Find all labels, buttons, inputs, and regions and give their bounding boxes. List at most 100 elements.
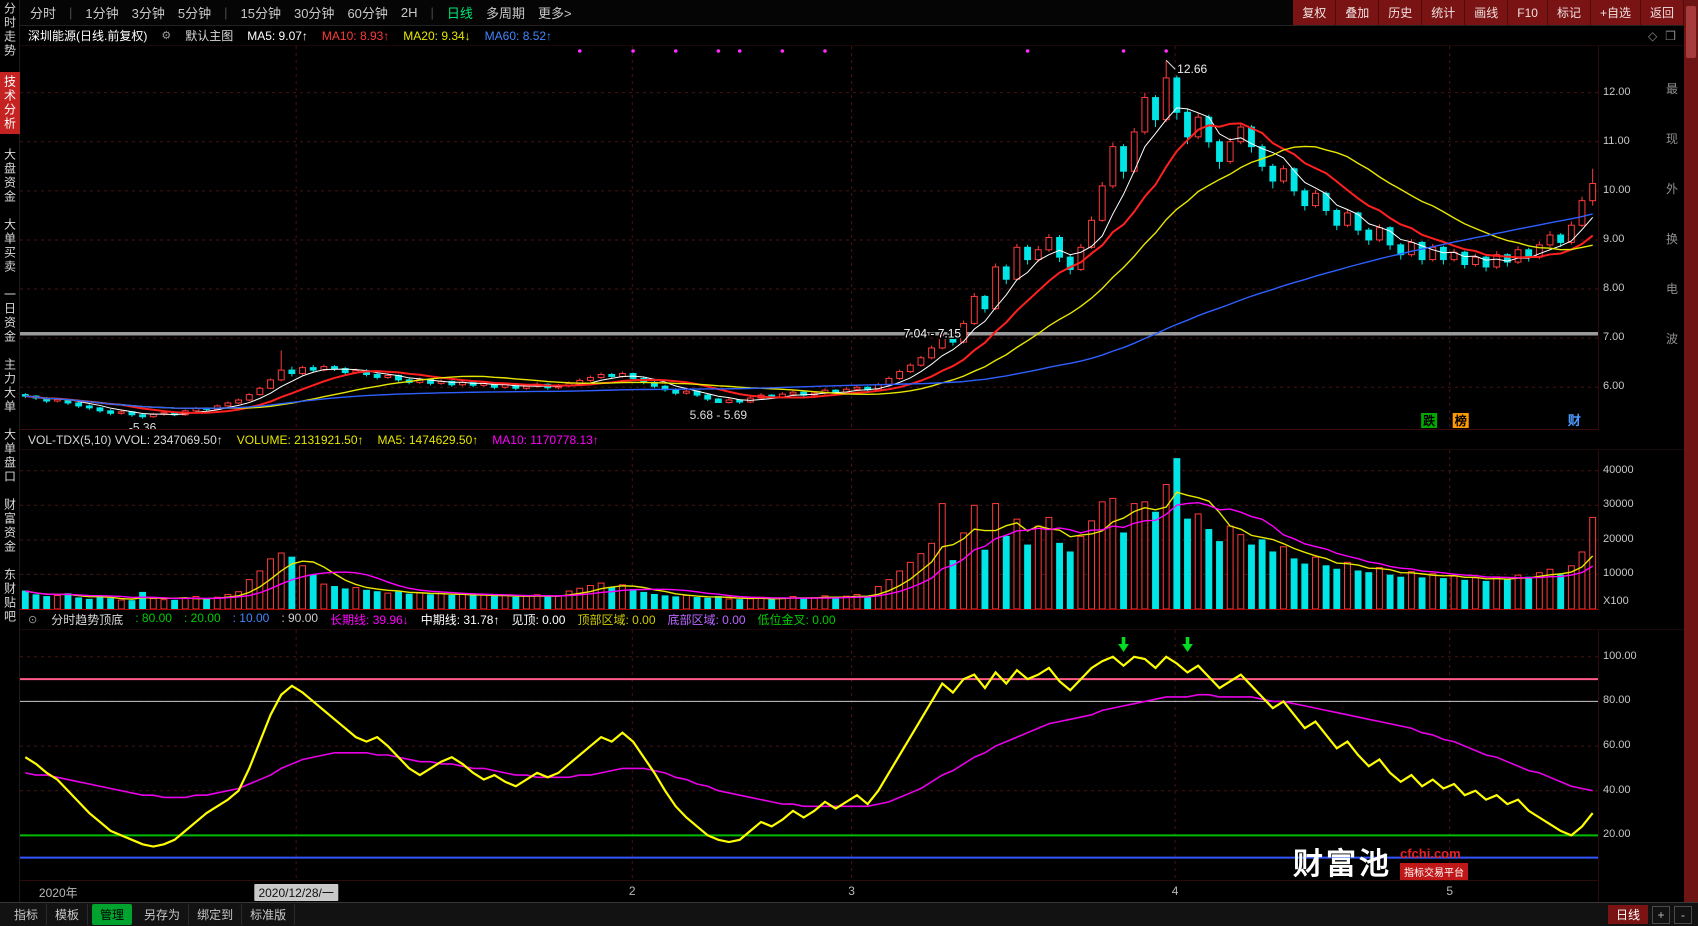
topbar-button-复权[interactable]: 复权 [1293, 0, 1337, 25]
right-strip-char[interactable]: 波 [1666, 332, 1679, 346]
bottom-right-controls: 日线 + - [1607, 905, 1692, 924]
time-label-2020/12/28/一: 2020/12/28/一 [254, 884, 338, 901]
oscillator-line-长期线 [25, 693, 1593, 808]
period-tab-2H[interactable]: 2H [400, 5, 418, 20]
sidebar-item-东财贴吧[interactable]: 东财贴吧 [2, 568, 17, 624]
svg-text:7.04 - 7.15: 7.04 - 7.15 [904, 327, 962, 341]
time-axis: 2020年 2020/12/28/一 2 3 4 5 [20, 880, 1598, 902]
topbar-button-标记[interactable]: 标记 [1547, 0, 1591, 25]
sidebar-item-大单盘口[interactable]: 大单盘口 [2, 428, 17, 484]
indicator-header-value: 中期线: 31.78↑ [420, 613, 500, 627]
period-tab-日线[interactable]: 日线 [446, 6, 473, 21]
volume-tick-label: 40000 [1603, 463, 1634, 476]
indicator-header-value: 分时趋势顶底 [51, 613, 124, 627]
zoom-out-button[interactable]: - [1674, 905, 1692, 924]
badge-跌[interactable] [1421, 413, 1438, 428]
toolbar-item-另存为[interactable]: 另存为 [136, 904, 190, 925]
toolbar-item-指标[interactable]: 指标 [6, 904, 48, 925]
price-tick-label: 6.00 [1603, 380, 1625, 393]
volume-unit-label: X100 [1603, 595, 1629, 607]
time-label-5: 5 [1446, 884, 1453, 898]
oscillator-tick-label: 40.00 [1603, 783, 1631, 796]
period-tab-多周期[interactable]: 多周期 [485, 6, 525, 21]
svg-text:跌: 跌 [1423, 413, 1436, 428]
volume-tick-label: 10000 [1603, 567, 1634, 580]
toolbar-item-管理[interactable]: 管理 [92, 904, 133, 925]
window-icon[interactable]: ❒ [1665, 28, 1676, 43]
oscillator-chart[interactable]: 财富池 cfchi.com 指标交易平台 [20, 630, 1598, 880]
ma-label: MA20: 9.34↓ [403, 28, 471, 43]
price-tick-label: 10.00 [1603, 183, 1631, 196]
strip-spacer-2 [1662, 630, 1684, 880]
scrollbar-thumb[interactable] [1686, 6, 1696, 58]
topbar-button-+自选[interactable]: +自选 [1590, 0, 1641, 25]
right-text-strip: 最现外换电波 [1662, 46, 1684, 430]
zoom-in-button[interactable]: + [1652, 905, 1670, 924]
indicator-header-value: 见顶: 0.00 [511, 613, 566, 627]
volume-chart[interactable] [20, 450, 1598, 610]
sidebar-item-财富资金[interactable]: 财富资金 [2, 498, 17, 554]
right-strip-char[interactable]: 换 [1666, 232, 1679, 246]
strip-spacer-1 [1662, 450, 1684, 610]
volume-axis: 40000 30000 20000 10000 X100 [1598, 450, 1662, 610]
bottom-toolbar: 指标 模板 管理 另存为 绑定到 标准版 日线 + - [0, 902, 1698, 926]
period-tab-分时[interactable]: 分时 [30, 6, 57, 21]
period-indicator[interactable]: 日线 [1607, 905, 1648, 924]
right-strip-char[interactable]: 外 [1666, 182, 1679, 196]
right-strip-char[interactable]: 现 [1666, 132, 1679, 146]
sidebar-item-大单买卖[interactable]: 大单买卖 [2, 218, 17, 274]
period-tab-15分钟[interactable]: 15分钟 [240, 6, 281, 21]
price-svg[interactable]: 7.04 - 7.15 -5.36 5.68 - 5.69 12.66 跌 榜 财 [20, 46, 1598, 429]
toolbar-item-模板[interactable]: 模板 [47, 904, 89, 925]
volume-bars [21, 458, 1597, 609]
price-chart[interactable]: 7.04 - 7.15 -5.36 5.68 - 5.69 12.66 跌 榜 财 [20, 46, 1598, 430]
overlay-indicator-label[interactable]: 默认主图 [185, 29, 234, 43]
favorite-icon[interactable]: ◇ [1648, 28, 1658, 43]
svg-text:财: 财 [1568, 413, 1581, 428]
volume-header-value: MA10: 1170778.13↑ [492, 432, 599, 447]
period-tab-60分钟[interactable]: 60分钟 [347, 6, 388, 21]
period-tab-3分钟[interactable]: 3分钟 [131, 6, 165, 21]
topbar-button-返回[interactable]: 返回 [1640, 0, 1684, 25]
separator: | [224, 5, 228, 20]
topbar-button-叠加[interactable]: 叠加 [1336, 0, 1380, 25]
sidebar-item-大盘资金[interactable]: 大盘资金 [2, 148, 17, 204]
sell-signal-arrow [1182, 637, 1193, 652]
period-tab-更多>[interactable]: 更多> [537, 6, 572, 21]
topbar-button-统计[interactable]: 统计 [1422, 0, 1466, 25]
sidebar-item-分时走势[interactable]: 分时走势 [2, 2, 17, 58]
topbar-button-历史[interactable]: 历史 [1379, 0, 1423, 25]
topbar-button-F10[interactable]: F10 [1508, 0, 1548, 25]
indicator-header-value: 长期线: 39.96↓ [330, 613, 409, 627]
oscillator-tick-label: 80.00 [1603, 694, 1631, 707]
indicator-header-value: 顶部区域: 0.00 [577, 613, 656, 627]
ma-lines [25, 107, 1594, 416]
sidebar-item-技术分析[interactable]: 技术分析 [0, 72, 20, 134]
toolbar-item-绑定到[interactable]: 绑定到 [189, 904, 243, 925]
indicator-settings-icon[interactable]: ⊙ [28, 614, 38, 626]
right-strip-char[interactable]: 电 [1666, 282, 1679, 296]
volume-tick-label: 30000 [1603, 498, 1634, 511]
period-tab-5分钟[interactable]: 5分钟 [177, 6, 212, 21]
gear-icon[interactable]: ⚙ [161, 30, 172, 42]
time-label-2020年: 2020年 [38, 886, 78, 900]
ma-label: MA60: 8.52↑ [484, 28, 553, 43]
period-tab-30分钟[interactable]: 30分钟 [293, 6, 335, 21]
toolbar-item-标准版[interactable]: 标准版 [242, 904, 296, 925]
oscillator-tick-label: 20.00 [1603, 828, 1631, 841]
right-strip-char[interactable]: 最 [1666, 82, 1679, 96]
vol-svg[interactable] [20, 450, 1598, 609]
strip-spacer-3 [1662, 880, 1684, 902]
sidebar-item-主力大单[interactable]: 主力大单 [2, 358, 17, 414]
right-scrollbar-rail[interactable] [1684, 0, 1698, 902]
badge-榜[interactable] [1452, 413, 1469, 428]
pane-corner-icons: ◇ ❒ [1648, 29, 1684, 43]
indicator-pane-header: ⊙ 分时趋势顶底: 80.00: 20.00: 10.00: 90.00 长期线:… [20, 610, 1684, 630]
indicator-header-values: 分时趋势顶底: 80.00: 20.00: 10.00: 90.00 长期线: 3… [51, 611, 835, 628]
topbar-button-画线[interactable]: 画线 [1465, 0, 1509, 25]
sidebar-item-一日资金[interactable]: 一日资金 [2, 288, 17, 344]
period-tab-1分钟[interactable]: 1分钟 [85, 6, 119, 21]
ma-label: MA5: 9.07↑ [247, 28, 308, 43]
separator: | [430, 5, 434, 20]
ind-svg[interactable] [20, 630, 1598, 880]
